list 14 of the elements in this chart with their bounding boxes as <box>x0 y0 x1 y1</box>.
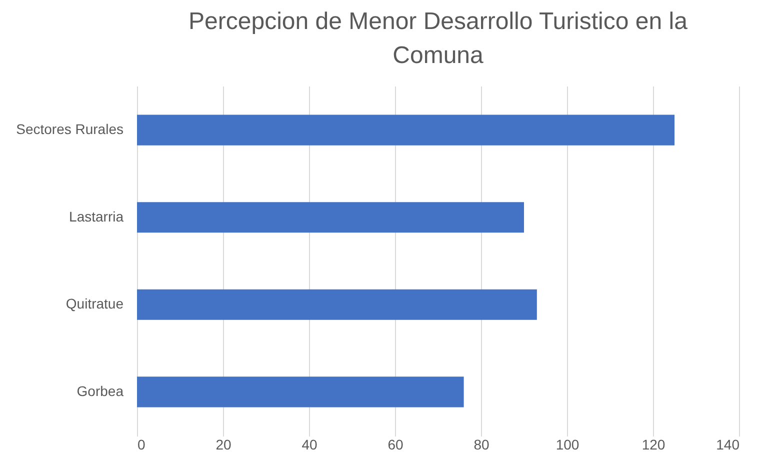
x-tick-label: 60 <box>388 436 404 452</box>
y-tick-label: Quitratue <box>66 296 124 312</box>
x-tick-label: 80 <box>474 436 490 452</box>
y-tick-label: Lastarria <box>69 208 124 224</box>
text: Comuna <box>392 42 484 69</box>
text: Percepcion de Menor Desarrollo Turistico en la <box>188 8 688 35</box>
y-tick-label: Gorbea <box>76 382 124 399</box>
x-tick-label: 0 <box>138 436 146 452</box>
y-tick-label: Sectores Rurales <box>16 121 124 138</box>
x-tick-label: 100 <box>556 436 580 452</box>
x-tick-label: 40 <box>302 436 318 452</box>
x-tick-label: 120 <box>642 436 666 452</box>
x-tick-label: 140 <box>716 436 740 452</box>
x-tick-label: 20 <box>216 436 232 452</box>
